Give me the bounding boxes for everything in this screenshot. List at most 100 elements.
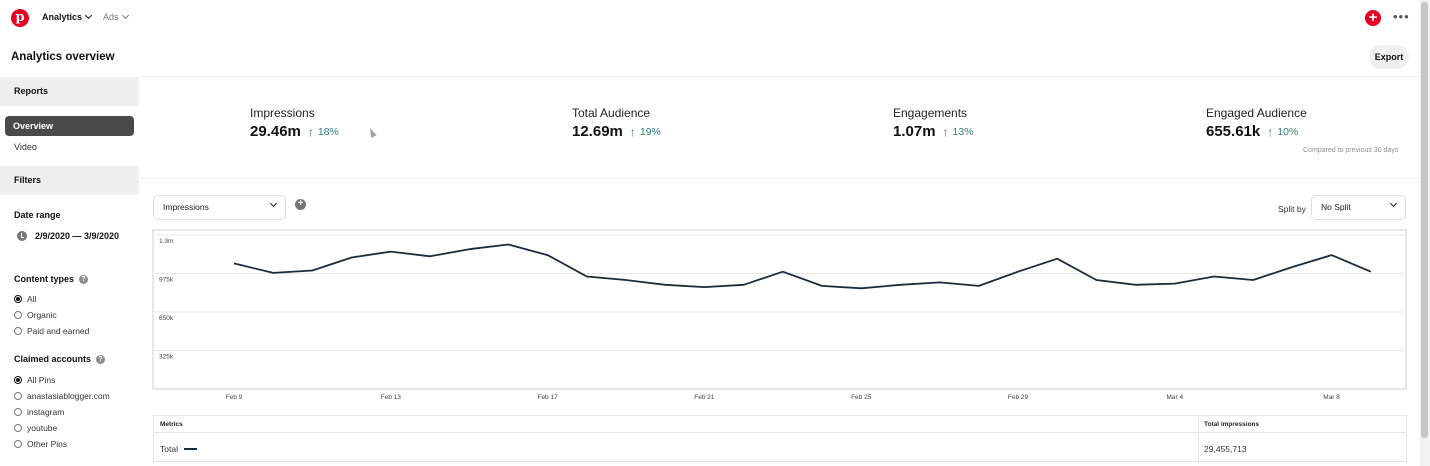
radio-dot-icon	[14, 440, 22, 448]
nav-ads-label: Ads	[103, 12, 119, 22]
table-header-metrics: Metrics	[160, 421, 183, 428]
export-button[interactable]: Export	[1369, 45, 1409, 69]
stat-change-value: 10%	[1277, 126, 1299, 138]
date-range-label-text: Date range	[14, 210, 61, 220]
date-range-value: 2/9/2020 — 3/9/2020	[35, 231, 120, 241]
more-options-icon[interactable]: •••	[1393, 9, 1410, 24]
radio-account-other-pins[interactable]: Other Pins	[14, 439, 67, 449]
y-tick-label: 975k	[159, 277, 174, 284]
create-plus-icon[interactable]: +	[1365, 10, 1381, 26]
sidebar: Reports Overview Video Filters Date rang…	[0, 77, 139, 466]
x-tick-label: Mar 8	[1323, 394, 1340, 401]
radio-content-organic[interactable]: Organic	[14, 310, 57, 320]
table-cell-metric: Total	[160, 444, 178, 454]
radio-label: All	[27, 294, 37, 304]
pinterest-logo-icon[interactable]: p	[11, 9, 29, 27]
stats-divider-bottom	[140, 178, 1420, 179]
radio-account-blog[interactable]: anastasiablogger.com	[14, 391, 110, 401]
split-by-select[interactable]: No Split	[1311, 195, 1406, 220]
stat-change-value: 13%	[952, 126, 974, 138]
nav-ads-dropdown[interactable]: Ads	[103, 11, 129, 22]
stat-change-value: 19%	[639, 126, 661, 138]
compare-note: Compared to previous 30 days	[1303, 147, 1399, 154]
radio-label: Paid and earned	[27, 326, 90, 336]
chart-frame	[152, 229, 1407, 390]
scrollbar-thumb[interactable]	[1421, 2, 1428, 438]
radio-dot-icon	[14, 392, 22, 400]
add-metric-icon[interactable]: +	[295, 199, 306, 210]
date-range-label: Date range	[14, 210, 61, 220]
series-line-total[interactable]	[233, 243, 1372, 290]
radio-dot-icon	[14, 424, 22, 432]
series-legend-line	[183, 448, 197, 450]
clock-icon	[17, 231, 27, 241]
radio-label: anastasiablogger.com	[27, 391, 110, 401]
stat-change: ↑ 13%	[943, 125, 974, 139]
split-select-value: No Split	[1321, 202, 1351, 212]
radio-dot-icon	[14, 295, 22, 303]
content-types-label: Content types ?	[14, 274, 89, 284]
radio-account-youtube[interactable]: youtube	[14, 423, 57, 433]
radio-dot-icon	[14, 408, 22, 416]
stat-label: Total Audience	[572, 106, 651, 120]
radio-label: instagram	[27, 407, 65, 417]
claimed-accounts-label: Claimed accounts ?	[14, 354, 106, 364]
radio-dot-icon	[14, 376, 22, 384]
sidebar-item-video[interactable]: Video	[14, 142, 37, 152]
help-icon[interactable]: ?	[79, 274, 89, 284]
radio-account-instagram[interactable]: instagram	[14, 407, 64, 417]
date-range-picker[interactable]: 2/9/2020 — 3/9/2020	[17, 231, 119, 241]
radio-label: All Pins	[27, 375, 56, 385]
radio-label: Other Pins	[27, 439, 68, 449]
x-tick-label: Feb 25	[851, 394, 872, 401]
metric-select[interactable]: Impressions	[153, 195, 286, 220]
y-tick-label: 325k	[159, 354, 174, 361]
radio-content-all[interactable]: All	[14, 294, 36, 304]
radio-dot-icon	[14, 327, 22, 335]
stat-value: 29.46m	[250, 123, 301, 140]
sidebar-filters-header: Filters	[0, 166, 139, 195]
stat-impressions[interactable]: Impressions 29.46m ↑ 18%	[250, 106, 339, 140]
radio-label: Organic	[27, 310, 57, 320]
arrow-up-icon: ↑	[307, 125, 314, 139]
metric-select-value: Impressions	[163, 202, 209, 212]
radio-account-all-pins[interactable]: All Pins	[14, 375, 55, 385]
stat-change-value: 18%	[317, 126, 339, 138]
stat-total-audience[interactable]: Total Audience 12.69m ↑ 19%	[572, 106, 661, 140]
arrow-up-icon: ↑	[1267, 125, 1274, 139]
x-tick-label: Mar 4	[1166, 394, 1183, 401]
radio-content-paid[interactable]: Paid and earned	[14, 326, 89, 336]
sidebar-item-overview[interactable]: Overview	[5, 116, 134, 136]
stat-label: Engaged Audience	[1206, 106, 1307, 120]
x-tick-label: Feb 13	[381, 394, 402, 401]
x-tick-label: Feb 21	[694, 394, 715, 401]
page-title: Analytics overview	[11, 51, 115, 63]
stat-engagements[interactable]: Engagements 1.07m ↑ 13%	[893, 106, 974, 140]
sidebar-reports-header: Reports	[0, 77, 139, 106]
stats-divider-top	[140, 76, 1420, 77]
arrow-up-icon: ↑	[629, 125, 636, 139]
x-tick-label: Feb 29	[1008, 394, 1029, 401]
radio-label: youtube	[27, 423, 58, 433]
y-tick-label: 1.3m	[159, 238, 173, 245]
content-types-label-text: Content types	[14, 274, 75, 284]
stat-value: 12.69m	[572, 123, 623, 140]
top-bar: p Analytics Ads + •••	[0, 0, 1430, 36]
stat-engaged-audience[interactable]: Engaged Audience 655.61k ↑ 10%	[1206, 106, 1307, 140]
x-tick-label: Feb 9	[226, 394, 243, 401]
stat-label: Engagements	[893, 106, 968, 120]
stat-change: ↑ 19%	[630, 125, 661, 139]
table-cell-total: 29,455,713	[1204, 444, 1247, 454]
help-icon[interactable]: ?	[96, 354, 106, 364]
table-header-total-impressions: Total impressions	[1204, 421, 1260, 428]
nav-analytics-dropdown[interactable]: Analytics	[42, 11, 93, 22]
stat-value: 655.61k	[1206, 123, 1261, 140]
split-by-label: Split by	[1278, 204, 1306, 214]
x-tick-label: Feb 17	[537, 394, 558, 401]
stat-change: ↑ 10%	[1267, 125, 1298, 139]
metrics-table: Metrics Total impressions Total 29,455,7…	[153, 415, 1407, 462]
stat-change: ↑ 18%	[308, 125, 339, 139]
stat-label: Impressions	[250, 106, 315, 120]
radio-dot-icon	[14, 311, 22, 319]
